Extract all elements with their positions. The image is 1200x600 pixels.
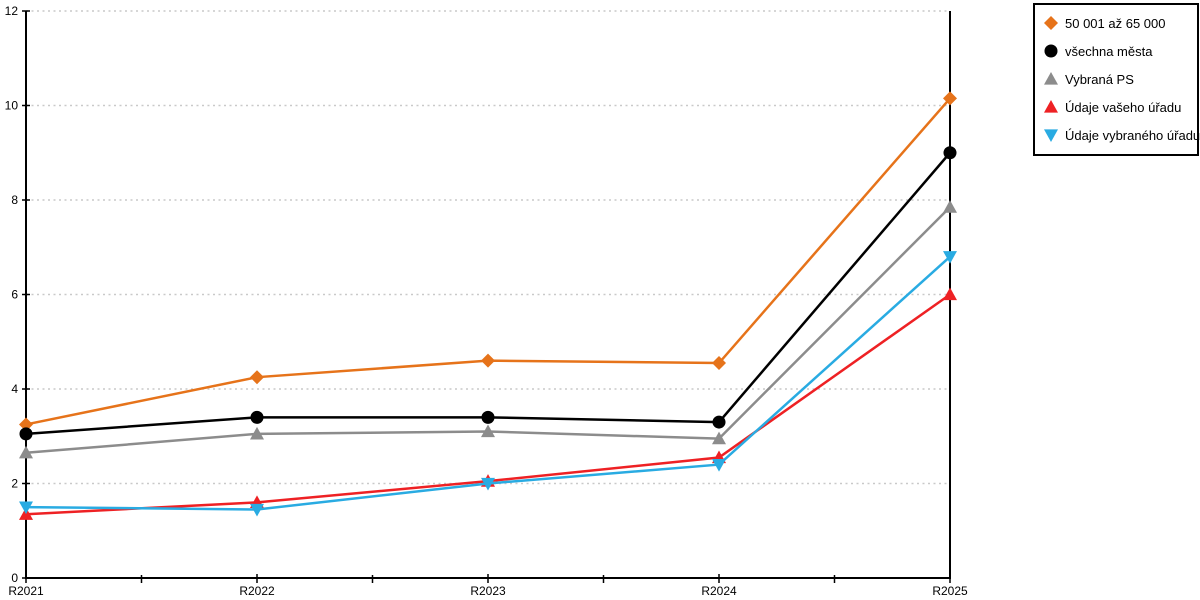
series-4 [19,251,957,517]
triangle-down-marker [481,477,495,491]
triangle-down-marker [1044,129,1058,142]
y-tick-label: 12 [5,4,19,18]
triangle-up-marker [712,431,726,445]
triangle-up-marker [250,426,264,440]
triangle-down-marker [19,501,33,515]
circle-marker [481,410,495,424]
triangle-up-marker [1044,100,1058,113]
legend-label: 50 001 až 65 000 [1065,15,1166,31]
legend-label: všechna města [1065,43,1153,59]
circle-marker [943,146,957,160]
series-1 [19,146,957,441]
diamond-marker [481,353,495,368]
x-tick-label: R2021 [8,584,44,598]
legend-item-2: Vybraná PS [1035,65,1197,93]
triangle-down-marker [943,251,957,264]
x-tick-label: R2025 [932,584,968,598]
legend-item-1: všechna města [1035,37,1197,65]
legend-item-0: 50 001 až 65 000 [1035,9,1197,37]
triangle-down-marker [712,459,726,472]
circle-marker [712,415,726,429]
legend: 50 001 až 65 000 všechna města Vybraná PS Ú… [1033,3,1200,156]
triangle-up-marker [943,287,957,301]
triangle-up-marker [943,200,957,213]
legend-item-3: Údaje vašeho úřadu [1035,93,1197,121]
y-tick-label: 8 [11,193,18,207]
triangle-up-marker [481,424,495,438]
triangle-down-icon [1044,129,1058,142]
x-tick-label: R2023 [470,584,506,598]
y-tick-label: 2 [11,477,18,491]
diamond-marker [943,91,957,106]
diamond-marker [712,356,726,371]
circle-icon [1044,44,1058,58]
y-tick-label: 10 [5,99,19,113]
triangle-up-marker [19,445,33,459]
circle-marker [250,410,264,424]
legend-label: Údaje vybraného úřadu [1065,127,1200,143]
circle-marker [1044,44,1058,58]
y-tick-label: 4 [11,382,18,396]
diamond-marker [1044,16,1058,30]
legend-label: Údaje vašeho úřadu [1065,99,1182,115]
triangle-down-marker [250,503,264,517]
series-0 [19,91,957,432]
triangle-up-icon [1044,72,1058,85]
diamond-icon [1044,16,1058,30]
circle-marker [19,427,33,441]
triangle-up-icon [1044,100,1058,113]
y-tick-label: 0 [11,571,18,585]
diamond-marker [250,370,264,385]
series-line [25,97,951,426]
series-2 [19,200,957,459]
legend-item-4: Údaje vybraného úřadu [1035,121,1200,149]
triangle-up-marker [1044,72,1058,85]
x-tick-label: R2022 [239,584,275,598]
diamond-marker [19,417,33,432]
y-tick-label: 6 [11,288,18,302]
legend-label: Vybraná PS [1065,71,1134,87]
x-tick-label: R2024 [701,584,737,598]
